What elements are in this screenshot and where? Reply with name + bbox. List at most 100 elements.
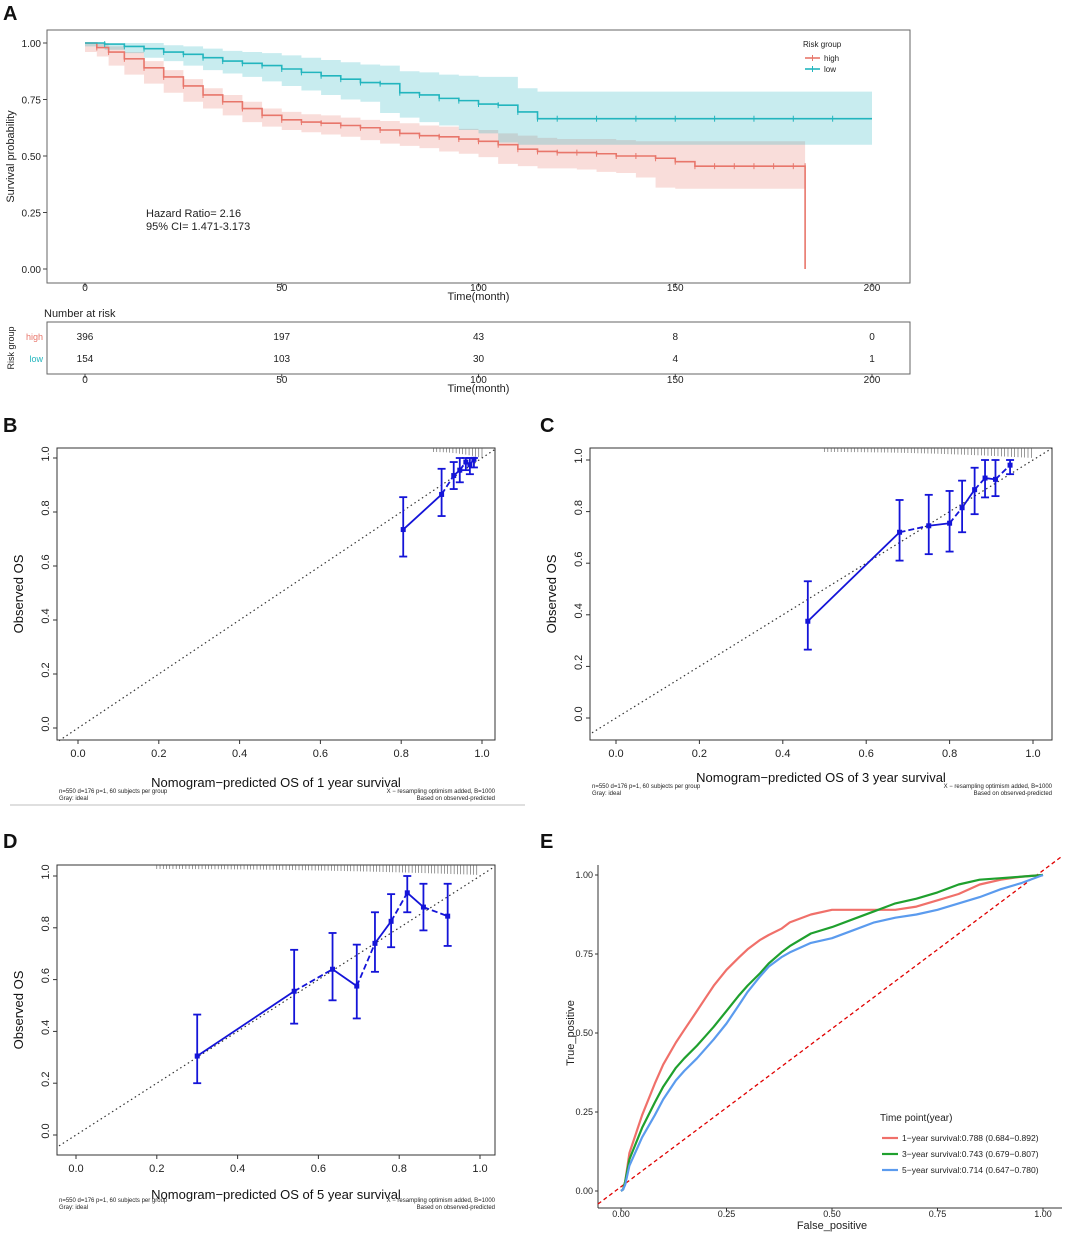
- risk-count: 8: [672, 332, 678, 343]
- y-tick-label: 0.50: [575, 1028, 593, 1038]
- y-tick-label: 0.4: [40, 1020, 52, 1035]
- hazard-ratio-text: Hazard Ratio= 2.16: [146, 208, 241, 220]
- y-tick-label: 1.0: [573, 448, 585, 463]
- legend-title: Risk group: [803, 40, 842, 49]
- x-tick-label: 0.8: [942, 748, 957, 760]
- y-tick-label: 0.8: [40, 500, 52, 515]
- x-tick-label: 0.50: [823, 1209, 841, 1219]
- panel-label-D: D: [3, 831, 17, 853]
- calibration-point: [388, 918, 394, 924]
- legend-label-3: 5−year survival:0.714 (0.647−0.780): [902, 1165, 1039, 1175]
- panel-E: E 0.00 0.25 0.50 0.75 1.00 0.00 0.25 0.50 0.75 1.0…: [540, 831, 1062, 1232]
- risk-x-tick-label: 50: [276, 375, 288, 386]
- roc-curve-1: [620, 873, 1044, 1192]
- y-axis-title: Observed OS: [544, 554, 559, 633]
- risk-count: 154: [77, 354, 94, 365]
- x-tick-label: 150: [667, 283, 684, 294]
- x-tick-label: 1.0: [474, 748, 489, 760]
- x-tick-label: 0.4: [232, 748, 247, 760]
- panel-label-A: A: [3, 3, 17, 25]
- calibration-point: [959, 505, 965, 511]
- legend-label-high: high: [824, 54, 839, 63]
- y-axis-title: Survival probability: [5, 110, 17, 203]
- risk-count: 4: [672, 354, 678, 365]
- calibration-line: [423, 906, 448, 917]
- calibration-line: [374, 920, 392, 944]
- x-axis-title: False_positive: [797, 1220, 867, 1232]
- x-tick-label: 0.00: [612, 1209, 630, 1219]
- footnote-left: Gray: ideal: [59, 796, 88, 802]
- calibration-point: [463, 459, 469, 465]
- calibration-line: [807, 531, 901, 622]
- ideal-line: [58, 865, 496, 1147]
- x-tick-label: 0.6: [311, 1163, 326, 1175]
- calibration-point: [926, 523, 932, 529]
- calibration-line: [332, 968, 358, 987]
- calibration-point: [897, 529, 903, 535]
- y-tick-label: 0.8: [40, 916, 52, 931]
- legend-label-2: 3−year survival:0.743 (0.679−0.807): [902, 1149, 1039, 1159]
- panel-B: B 0.0 0.2 0.4 0.6 0.8 1.0 0.0 0.2 0.4 0.6 0.8 1.0 Nom…: [3, 415, 525, 806]
- x-tick-label: 0.2: [151, 748, 166, 760]
- x-tick-label: 0.4: [775, 748, 790, 760]
- x-tick-label: 0.0: [68, 1163, 83, 1175]
- ci-band-high: [85, 43, 806, 189]
- calibration-point: [1007, 462, 1013, 468]
- plot-frame: [56, 864, 496, 1156]
- x-tick-label: 0.6: [313, 748, 328, 760]
- x-tick-label: 1.0: [1025, 748, 1040, 760]
- calibration-point: [330, 966, 336, 972]
- y-tick-label: 0.00: [22, 265, 42, 276]
- x-tick-label: 1.00: [1034, 1209, 1052, 1219]
- y-tick-label: 0.00: [575, 1186, 593, 1196]
- y-tick-label: 0.0: [40, 716, 52, 731]
- legend-title: Time point(year): [880, 1113, 952, 1124]
- x-tick-label: 0.0: [70, 748, 85, 760]
- calibration-point: [291, 988, 297, 994]
- y-tick-label: 0.2: [573, 655, 585, 670]
- y-axis-title: Observed OS: [11, 554, 26, 633]
- footnote-right: Based on observed-predicted: [417, 796, 495, 802]
- footnote-right: Based on observed-predicted: [974, 791, 1052, 797]
- y-tick-label: 0.6: [573, 552, 585, 567]
- y-tick-label: 0.6: [40, 554, 52, 569]
- footnote-left: Gray: ideal: [59, 1205, 88, 1211]
- risk-count: 103: [273, 354, 290, 365]
- calibration-line: [406, 892, 425, 908]
- y-tick-label: 1.00: [22, 39, 42, 50]
- calibration-point: [992, 476, 998, 482]
- calibration-point: [445, 913, 451, 919]
- calibration-line: [402, 493, 443, 531]
- risk-table-frame: [46, 321, 911, 375]
- y-axis-title: Observed OS: [11, 970, 26, 1049]
- risk-count: 1: [869, 354, 875, 365]
- risk-count: 197: [273, 332, 290, 343]
- calibration-point: [439, 491, 445, 497]
- risk-row-label-low: low: [29, 354, 43, 364]
- footnote-right: X − resampling optimism added, B=1000: [387, 1198, 496, 1204]
- risk-row-label-high: high: [26, 332, 43, 342]
- calibration-point: [471, 456, 477, 462]
- calibration-point: [451, 473, 457, 479]
- legend-label-1: 1−year survival:0.788 (0.684−0.892): [902, 1133, 1039, 1143]
- calibration-line: [293, 968, 333, 993]
- x-tick-label: 200: [864, 283, 881, 294]
- risk-table-ylabel: Risk group: [6, 326, 16, 369]
- footnote-left: n=550 d=176 p=1, 60 subjects per group: [59, 789, 168, 795]
- y-tick-label: 0.8: [573, 500, 585, 515]
- calibration-point: [467, 462, 473, 468]
- calibration-point: [400, 527, 406, 533]
- roc-curve-3: [620, 873, 1044, 1192]
- calibration-line: [355, 942, 376, 987]
- x-tick-label: 1.0: [472, 1163, 487, 1175]
- plot-frame: [589, 447, 1053, 741]
- risk-count: 0: [869, 332, 875, 343]
- ideal-line: [58, 448, 496, 742]
- x-tick-label: 0.25: [718, 1209, 736, 1219]
- panel-C: C 0.0 0.2 0.4 0.6 0.8 1.0 0.0 0.2 0.4 0.6 0.8 1.0 Nom…: [540, 415, 1053, 797]
- y-tick-label: 1.0: [40, 864, 52, 879]
- risk-count: 43: [473, 332, 485, 343]
- risk-x-tick-label: 0: [82, 375, 88, 386]
- footnote-left: n=550 d=176 p=1, 60 subjects per group: [592, 784, 701, 790]
